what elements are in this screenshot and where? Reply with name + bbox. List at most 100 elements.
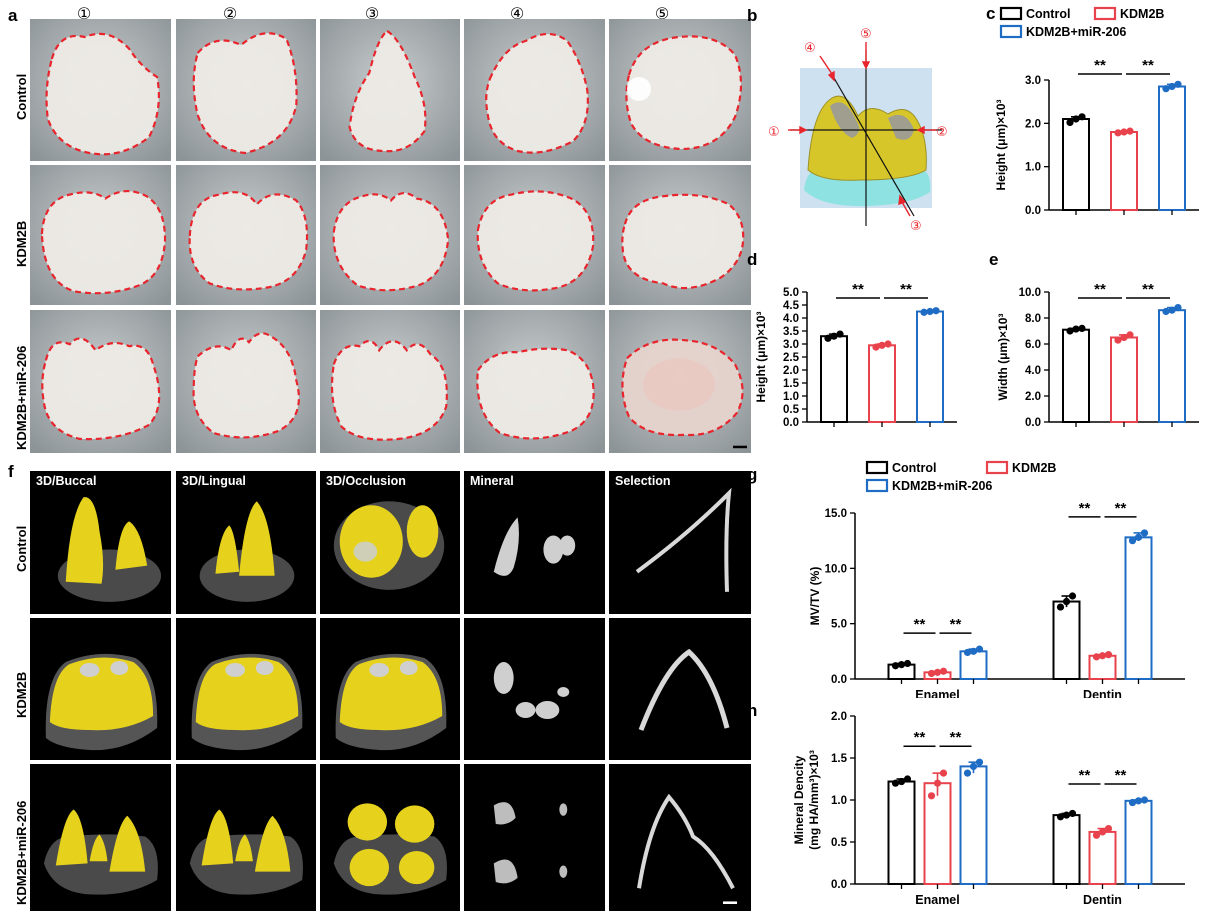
bar [1062,328,1090,423]
legend-label: Control [892,461,936,475]
y-tick-label: 0.5 [783,404,800,416]
white-patch [225,663,246,677]
y-tick-label: 2.5 [783,352,800,364]
panel-f-label: f [8,462,14,481]
yellow-cusp [406,505,439,558]
row-label-control-a: Control [14,73,29,120]
row-label-control-f: Control [14,525,29,572]
bar [1124,799,1153,885]
yellow-cusp [349,848,390,887]
tooth-tissue [486,34,588,153]
y-tick-label: 1.0 [783,391,799,403]
chart-e: e 0.0 2.0 4.0 6.0 8.0 10.0 Width (μm)×10³ ** ** [989,250,1199,429]
significance-stars: ** [852,281,864,298]
white-patch [79,663,100,677]
data-point [878,341,886,349]
y-tick-label: 10.0 [1019,287,1041,299]
chart-d: d 0.00.51.01.52.02.53.03.54.04.55.0 Height… [747,250,957,429]
y-axis-label: Height (μm)×10³ [994,99,1008,190]
data-point [903,659,912,668]
data-point [927,669,936,678]
data-point [1114,129,1122,137]
y-tick-label: 0.0 [1025,205,1041,217]
chart-h: h 0.0 0.5 1.0 1.5 2.0 Mineral Dencity (mg HA/mm… [747,701,1185,907]
tooth-outline-dashed [40,190,167,295]
legend-label: KDM2B+miR-206 [1026,25,1126,39]
row-label-kdm2b-a: KDM2B [14,220,29,267]
tooth-tissue [349,31,426,152]
microct-image: 3D/Occlusion [320,471,460,614]
data-point [1078,324,1086,332]
data-point [1062,597,1071,606]
marker-4: ④ [804,40,816,55]
tooth-photo [609,165,751,305]
data-point [1114,336,1122,344]
diagonal-axis-line [833,77,915,217]
tooth-tissue [46,33,159,155]
data-point [1120,128,1128,136]
white-patch [369,663,390,677]
tooth-outline-dashed [45,32,160,156]
data-point [1068,809,1077,818]
significance-stars: ** [1094,57,1106,74]
tooth-photo [176,165,316,305]
data-point [903,775,912,783]
data-point [932,307,940,315]
bar [887,780,916,885]
mineral-fragment [493,859,518,884]
y-tick-label: 2.0 [1025,118,1041,130]
tooth-tissue [332,341,447,440]
tooth-tissue [626,36,741,149]
yellow-cusp [115,521,148,570]
data-point [1056,603,1065,611]
microct-image [609,618,751,760]
y-tick-label: 4.0 [783,313,799,325]
marker-3: ③ [910,218,922,233]
white-patch [353,541,378,562]
microct-image: 3D/Buccal [30,471,171,614]
mineral-fragment [559,865,568,878]
mineral-fragment [535,701,560,719]
bar [959,650,988,680]
mineral-fragment [557,687,570,697]
row-label-mir206-a: KDM2B+miR-206 [14,345,29,450]
bar [1110,131,1138,211]
microct-image [30,618,171,760]
significance-stars: ** [1094,281,1106,298]
glare [627,77,651,101]
mineral-fragment [493,662,514,694]
panel-b-diagram: ① ② ③ ④ ⑤ [768,26,948,233]
tooth-outline-dashed [192,332,300,439]
tooth-outline-dashed [485,32,589,154]
pink-region [643,358,715,411]
data-point [1126,331,1134,339]
y-tick-label: 1.5 [831,753,848,765]
legend-label: KDM2B [1120,7,1164,21]
mineral-fragment [543,535,564,564]
yellow-cusp [254,815,291,872]
data-point [1066,118,1074,127]
tooth-outline-dashed [41,337,161,441]
tooth-photo [30,19,171,161]
data-point [1128,798,1137,807]
y-tick-label: 2.0 [831,711,847,723]
panel-a-label: a [8,6,18,25]
data-point [963,769,972,777]
data-point [1068,592,1077,600]
significance-stars: ** [914,616,926,633]
y-tick-label: 0.5 [831,837,848,849]
y-tick-label: 5.0 [831,619,847,631]
tooth-tissue [477,191,594,291]
cusp-highlight [830,102,860,138]
bar [959,765,988,885]
data-point [920,308,928,316]
yellow-cusp [235,834,253,862]
data-point [1056,813,1065,821]
microct-image [464,764,605,911]
legend-swatch [985,460,1009,475]
mineral-fragment [493,802,516,825]
bar [868,344,896,423]
yellow-cusp [215,525,240,574]
data-point [1078,113,1086,121]
bar [1124,536,1153,680]
